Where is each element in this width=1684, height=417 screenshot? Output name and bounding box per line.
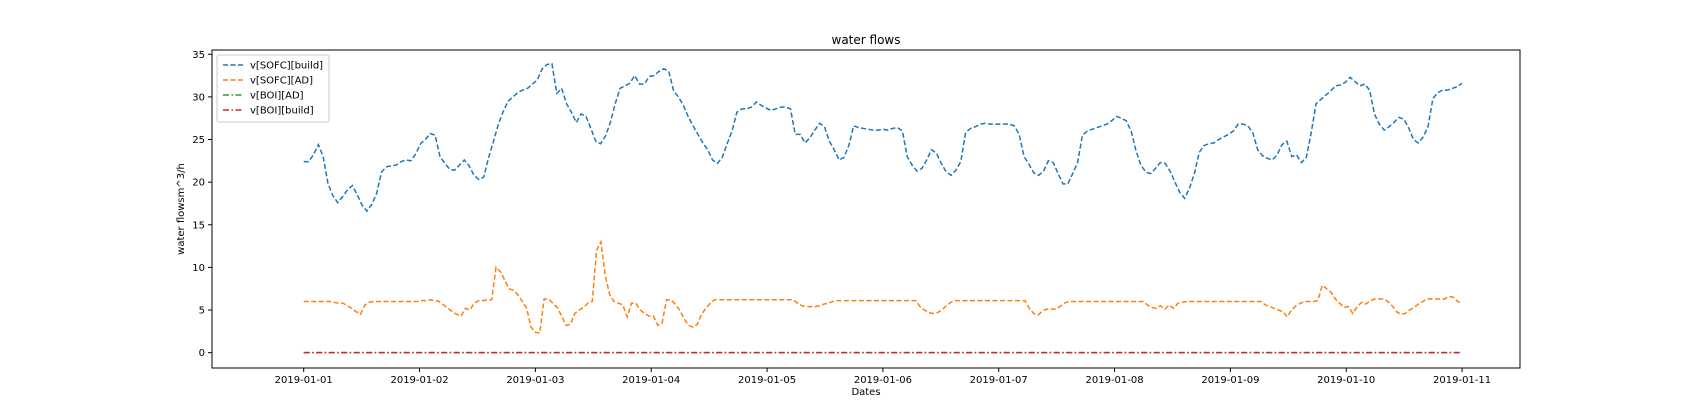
x-tick-label: 2019-01-10	[1317, 375, 1375, 386]
x-tick-label: 2019-01-04	[622, 375, 680, 386]
y-tick-label: 15	[192, 220, 205, 231]
y-tick-label: 35	[192, 50, 205, 61]
y-tick-label: 25	[192, 135, 205, 146]
series-line-1	[303, 239, 1463, 334]
legend-label: v[BOI][build]	[250, 106, 314, 117]
y-tick-label: 0	[199, 348, 205, 359]
x-axis: 2019-01-01 2019-01-02 2019-01-03 2019-01-04…	[275, 368, 1491, 386]
chart-title: water flows	[832, 33, 901, 47]
x-tick-label: 2019-01-09	[1201, 375, 1259, 386]
x-tick-label: 2019-01-02	[390, 375, 448, 386]
x-tick-label: 2019-01-07	[970, 375, 1028, 386]
legend-box	[216, 54, 330, 123]
y-axis: 0 5 10 15 20 25 30 35	[192, 50, 212, 359]
series-line-0	[303, 62, 1463, 213]
legend-label: v[SOFC][build]	[250, 61, 323, 72]
y-tick-label: 30	[192, 92, 205, 103]
x-tick-label: 2019-01-05	[738, 375, 796, 386]
plot-frame	[211, 49, 1521, 369]
y-axis-label: water flowsm^3/h	[176, 163, 187, 255]
y-tick-label: 5	[199, 306, 205, 317]
x-tick-label: 2019-01-01	[275, 375, 333, 386]
y-tick-label: 10	[192, 263, 205, 274]
x-tick-label: 2019-01-11	[1433, 375, 1491, 386]
x-tick-label: 2019-01-03	[506, 375, 564, 386]
x-tick-label: 2019-01-06	[854, 375, 912, 386]
series-layer	[303, 62, 1463, 354]
x-axis-label: Dates	[851, 387, 880, 398]
legend-label: v[SOFC][AD]	[250, 76, 313, 87]
legend-label: v[BOI][AD]	[250, 91, 304, 102]
y-tick-label: 20	[192, 178, 205, 189]
legend: v[SOFC][build] v[SOFC][AD] v[BOI][AD] v[BOI…	[216, 54, 330, 123]
x-tick-label: 2019-01-08	[1086, 375, 1144, 386]
